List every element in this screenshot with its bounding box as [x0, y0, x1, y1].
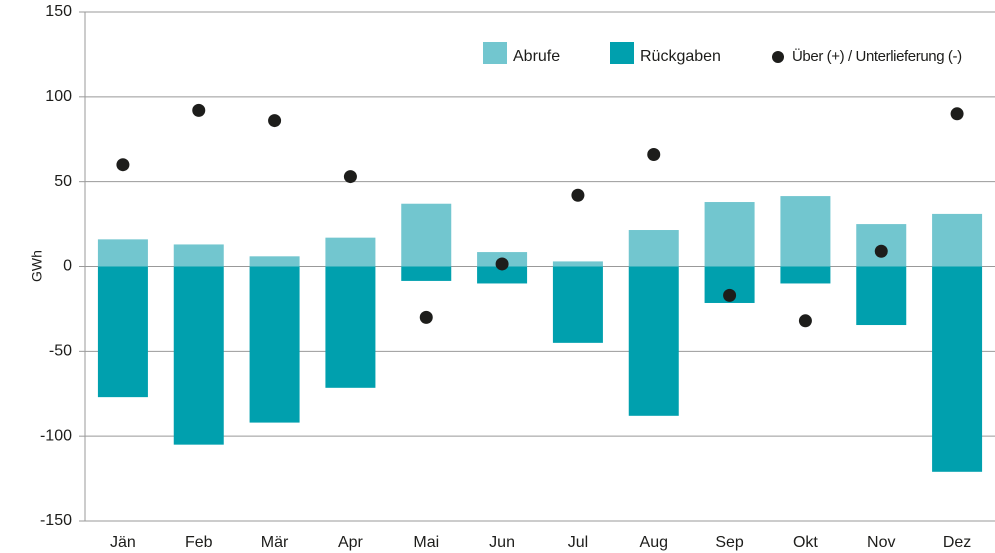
bar [401, 266, 452, 281]
legend-swatch [483, 42, 507, 64]
bar [780, 266, 831, 284]
x-tick-label: Mär [261, 534, 289, 551]
bar [552, 266, 603, 343]
dot [874, 244, 888, 258]
legend-label: Über (+) / Unterlieferung (-) [792, 47, 962, 65]
y-tick-label: 150 [45, 3, 72, 20]
bar [628, 230, 679, 267]
y-tick-label: 0 [63, 258, 72, 275]
legend-swatch [610, 42, 634, 64]
y-tick-label: -50 [49, 343, 72, 360]
bar [856, 266, 907, 326]
x-tick-label: Okt [793, 534, 818, 551]
bar [780, 196, 831, 267]
dot [116, 158, 130, 172]
dot [495, 257, 509, 271]
x-tick-label: Jän [110, 534, 136, 551]
bar [173, 244, 224, 267]
x-tick-label: Jul [568, 534, 588, 551]
bar [477, 266, 528, 284]
dot [571, 188, 585, 202]
y-tick-label: -150 [40, 512, 72, 529]
legend-marker [772, 51, 784, 63]
dot [419, 310, 433, 324]
bar [249, 256, 300, 267]
x-tick-label: Nov [867, 534, 895, 551]
dot [192, 103, 206, 117]
y-tick-label: 100 [45, 88, 72, 105]
dot [268, 114, 282, 128]
x-tick-label: Dez [943, 534, 971, 551]
dot [343, 170, 357, 184]
dot [798, 314, 812, 328]
bar [401, 203, 452, 267]
dot [723, 288, 737, 302]
bar [97, 266, 148, 398]
bar [173, 266, 224, 445]
bar [704, 202, 755, 267]
bar [552, 261, 603, 267]
legend-label: Abrufe [513, 48, 560, 65]
dot [647, 148, 661, 162]
x-tick-label: Apr [338, 534, 364, 551]
bar [249, 266, 300, 423]
x-tick-label: Aug [640, 534, 668, 551]
x-tick-label: Sep [715, 534, 744, 551]
bar [325, 237, 376, 267]
y-axis-label: GWh [29, 250, 45, 282]
legend-label: Rückgaben [640, 48, 721, 65]
bar [932, 266, 983, 472]
y-tick-label: 50 [54, 173, 72, 190]
bar [628, 266, 679, 416]
x-tick-label: Jun [489, 534, 515, 551]
bar [325, 266, 376, 388]
x-tick-label: Mai [413, 534, 439, 551]
y-tick-label: -100 [40, 427, 72, 444]
bar [97, 239, 148, 267]
bar [932, 213, 983, 267]
x-tick-label: Feb [185, 534, 213, 551]
dot [950, 107, 964, 121]
